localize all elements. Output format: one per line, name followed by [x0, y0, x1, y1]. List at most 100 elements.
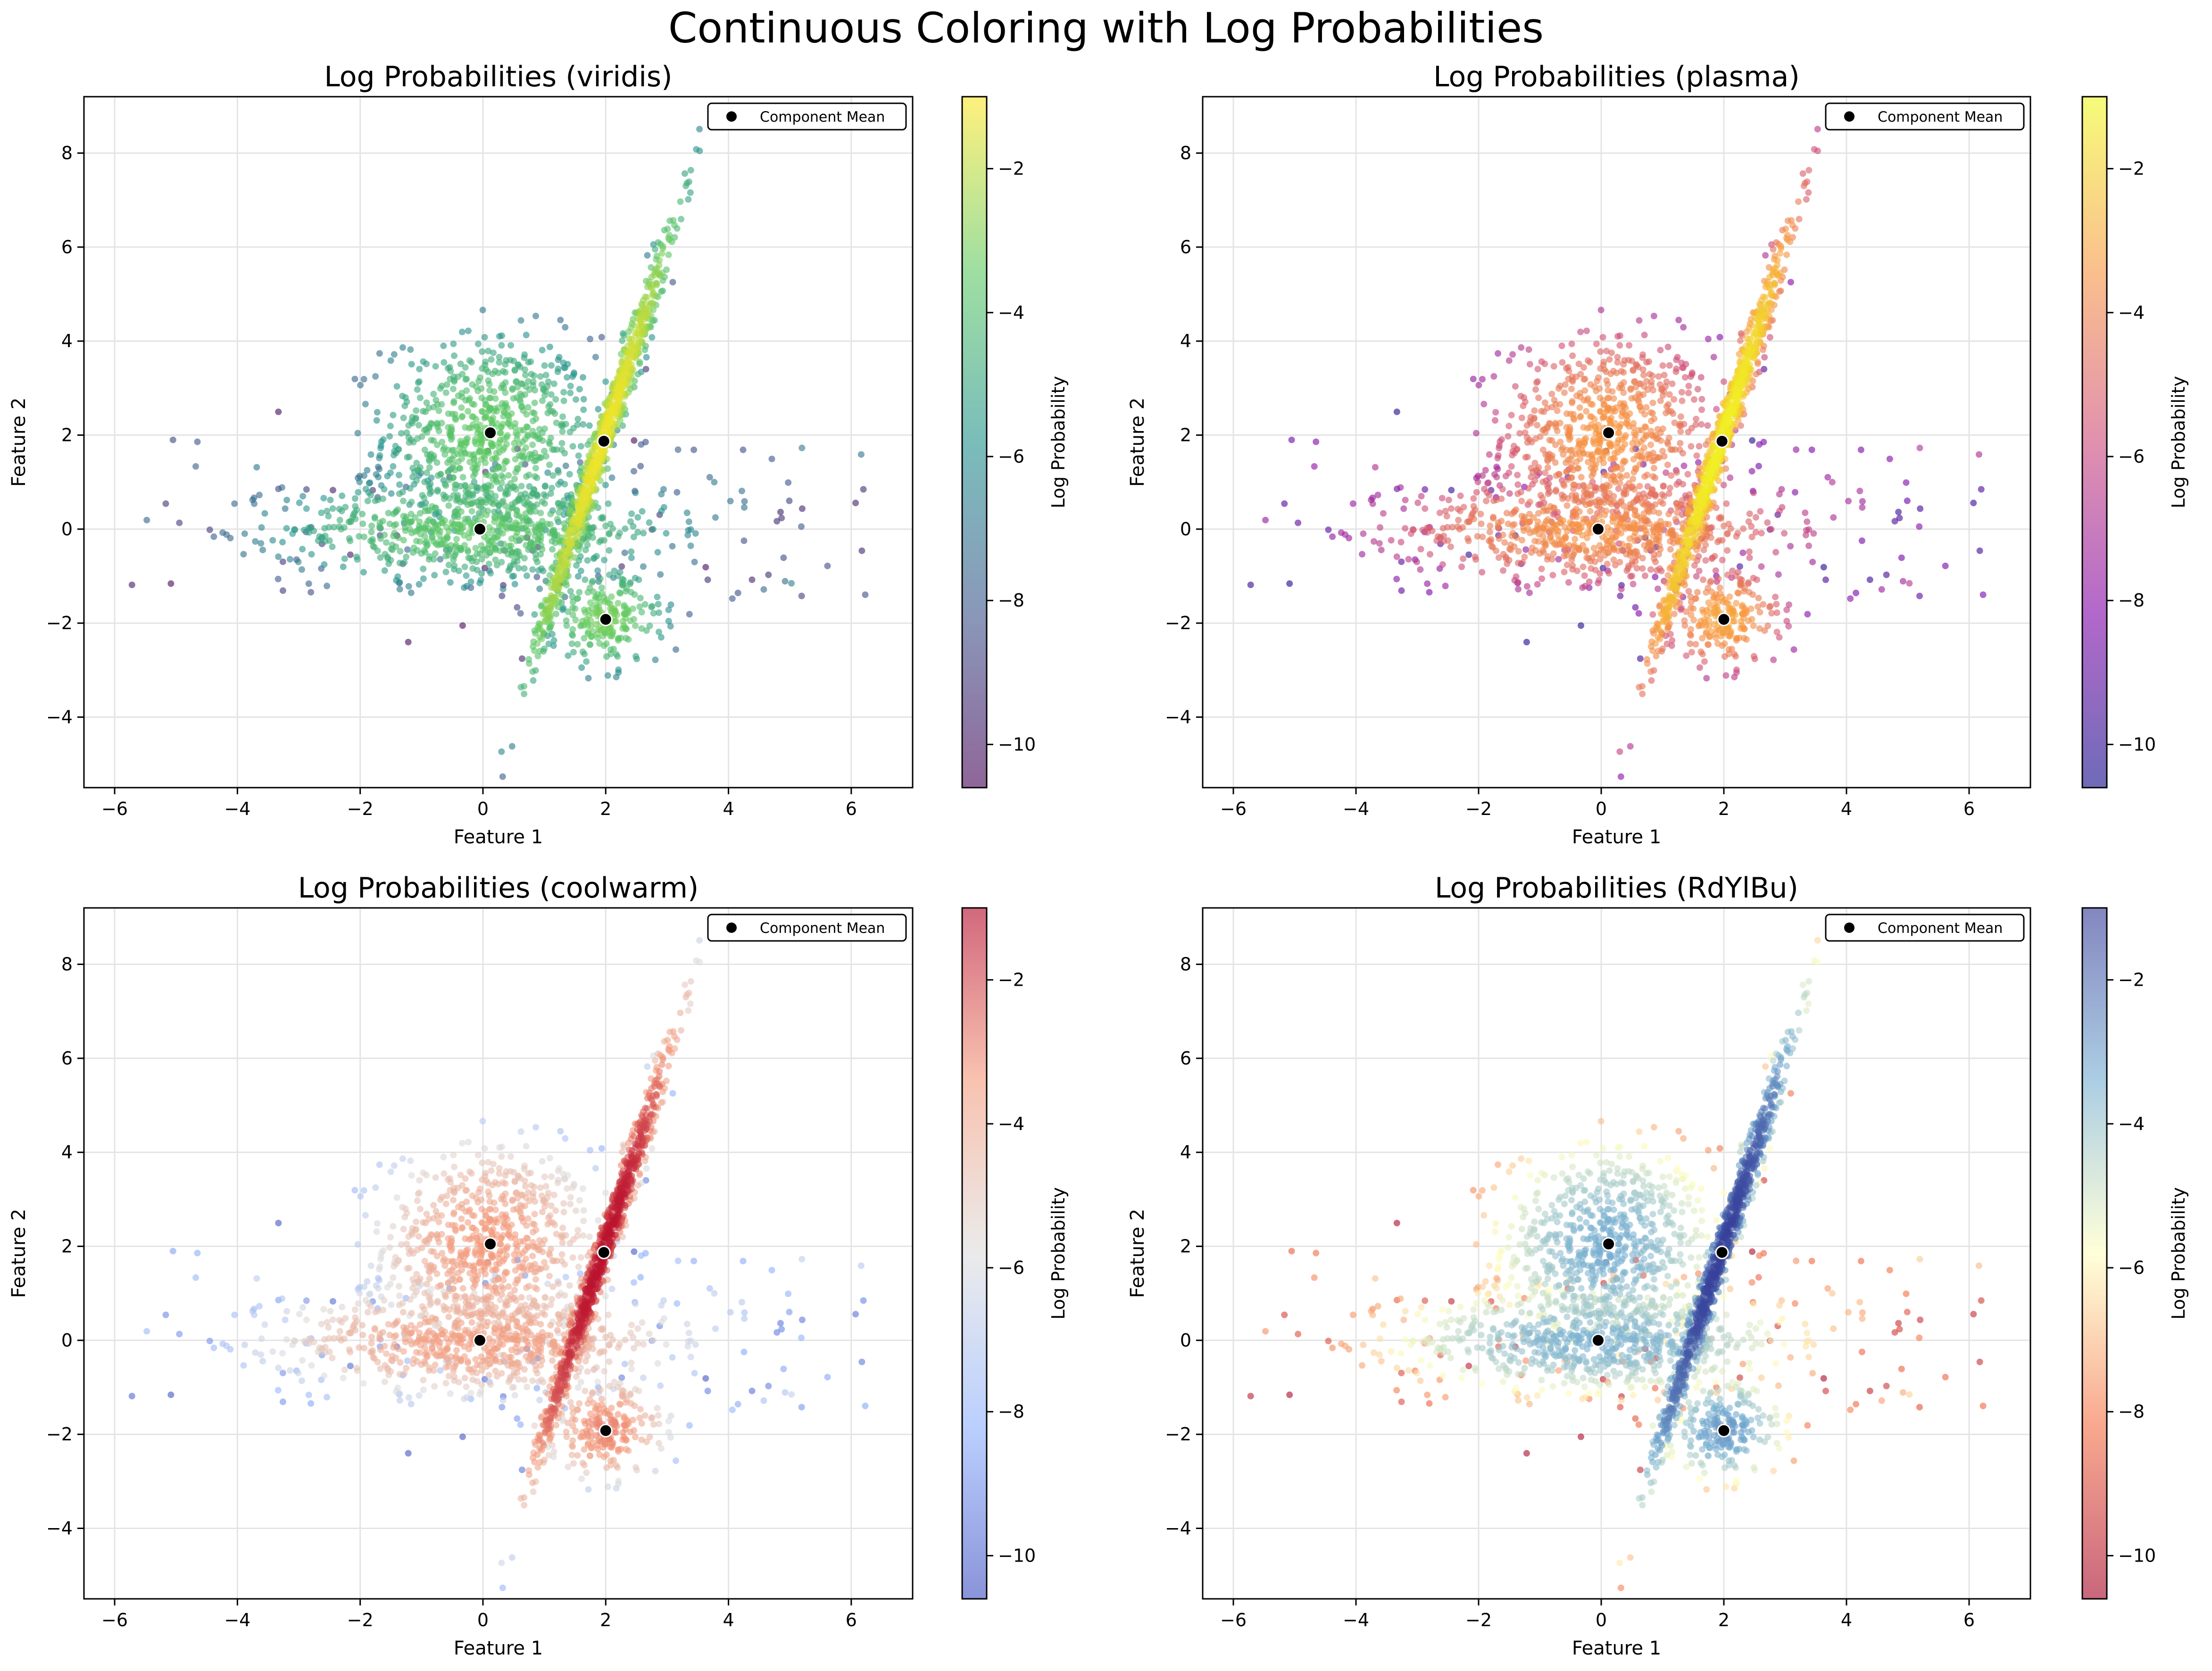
legend-label: Component Mean	[760, 109, 885, 125]
scatter-point	[445, 561, 452, 568]
scatter-point	[632, 333, 639, 340]
scatter-point	[857, 451, 865, 458]
scatter-point	[706, 474, 713, 481]
scatter-point	[1580, 542, 1587, 549]
scatter-point	[469, 565, 476, 572]
scatter-point	[432, 504, 439, 511]
scatter-point	[1705, 335, 1712, 342]
scatter-point	[400, 498, 407, 505]
scatter-point	[1636, 535, 1643, 542]
scatter-point	[1746, 510, 1753, 517]
scatter-point	[1616, 748, 1623, 755]
scatter-point	[610, 646, 617, 653]
scatter-point	[485, 560, 492, 567]
scatter-point	[546, 439, 553, 446]
scatter-point	[1616, 558, 1623, 565]
scatter-point	[479, 348, 486, 355]
scatter-point	[638, 625, 645, 632]
scatter-point	[341, 555, 348, 562]
scatter-point	[1687, 640, 1694, 647]
scatter-point	[1659, 500, 1666, 507]
scatter-point	[656, 629, 662, 635]
scatter-point	[1369, 500, 1376, 507]
scatter-point	[498, 558, 505, 565]
scatter-point	[1878, 586, 1885, 593]
scatter-point	[461, 563, 468, 570]
scatter-point	[1417, 546, 1424, 553]
scatter-point	[1534, 581, 1541, 588]
scatter-point	[690, 446, 698, 453]
figure-title: Continuous Coloring with Log Probabiliti…	[668, 4, 1544, 52]
scatter-point	[458, 414, 466, 421]
scatter-point	[253, 464, 260, 471]
scatter-point	[567, 536, 574, 543]
scatter-point	[492, 556, 499, 563]
scatter-point	[798, 444, 806, 451]
scatter-point	[587, 599, 594, 606]
scatter-point	[1769, 272, 1776, 279]
scatter-point	[1329, 533, 1336, 540]
scatter-point	[326, 537, 333, 544]
scatter-point	[1563, 561, 1571, 568]
scatter-point	[482, 471, 490, 478]
scatter-point	[594, 567, 601, 574]
scatter-point	[574, 641, 581, 648]
scatter-point	[545, 640, 552, 648]
scatter-point	[1632, 497, 1639, 504]
scatter-point	[1588, 565, 1595, 572]
scatter-point	[1484, 480, 1491, 487]
scatter-point	[1787, 543, 1794, 550]
scatter-point	[547, 490, 554, 497]
scatter-point	[329, 487, 336, 494]
scatter-point	[464, 547, 471, 554]
scatter-point	[395, 534, 402, 541]
scatter-point	[575, 452, 582, 459]
scatter-point	[1685, 390, 1692, 397]
scatter-point	[478, 556, 485, 563]
scatter-point	[329, 543, 336, 550]
scatter-point	[498, 472, 505, 479]
scatter-point	[1630, 475, 1637, 482]
scatter-point	[558, 446, 565, 453]
scatter-point	[616, 530, 623, 537]
scatter-point	[651, 272, 658, 279]
scatter-point	[509, 386, 516, 393]
scatter-point	[1711, 553, 1718, 560]
scatter-point	[549, 484, 555, 491]
scatter-point	[630, 533, 637, 540]
scatter-point	[413, 407, 420, 414]
scatter-point	[1671, 396, 1678, 403]
scatter-point	[580, 374, 586, 381]
scatter-point	[1703, 675, 1710, 682]
scatter-point	[654, 593, 661, 600]
scatter-point	[524, 378, 532, 385]
scatter-point	[491, 518, 498, 525]
scatter-point	[298, 566, 305, 573]
scatter-point	[1545, 507, 1552, 514]
scatter-point	[1609, 388, 1616, 395]
scatter-point	[1526, 499, 1533, 506]
scatter-point	[489, 370, 496, 377]
scatter-point	[542, 493, 549, 500]
scatter-point	[603, 423, 610, 430]
scatter-point	[1787, 279, 1794, 286]
scatter-point	[1720, 378, 1727, 385]
scatter-point	[324, 582, 331, 590]
scatter-point	[1478, 520, 1485, 527]
scatter-point	[441, 495, 448, 502]
scatter-point	[431, 572, 438, 579]
scatter-point	[496, 354, 503, 361]
scatter-point	[461, 482, 468, 489]
scatter-point	[584, 486, 591, 493]
scatter-point	[452, 541, 459, 549]
scatter-point	[1677, 413, 1684, 420]
scatter-point	[673, 646, 679, 653]
scatter-point	[1700, 576, 1707, 583]
scatter-point	[1728, 646, 1735, 653]
scatter-point	[632, 489, 639, 496]
scatter-point	[1311, 463, 1318, 470]
scatter-point	[1663, 409, 1670, 416]
scatter-point	[391, 351, 398, 358]
scatter-point	[416, 378, 423, 385]
colorbar	[961, 96, 988, 789]
